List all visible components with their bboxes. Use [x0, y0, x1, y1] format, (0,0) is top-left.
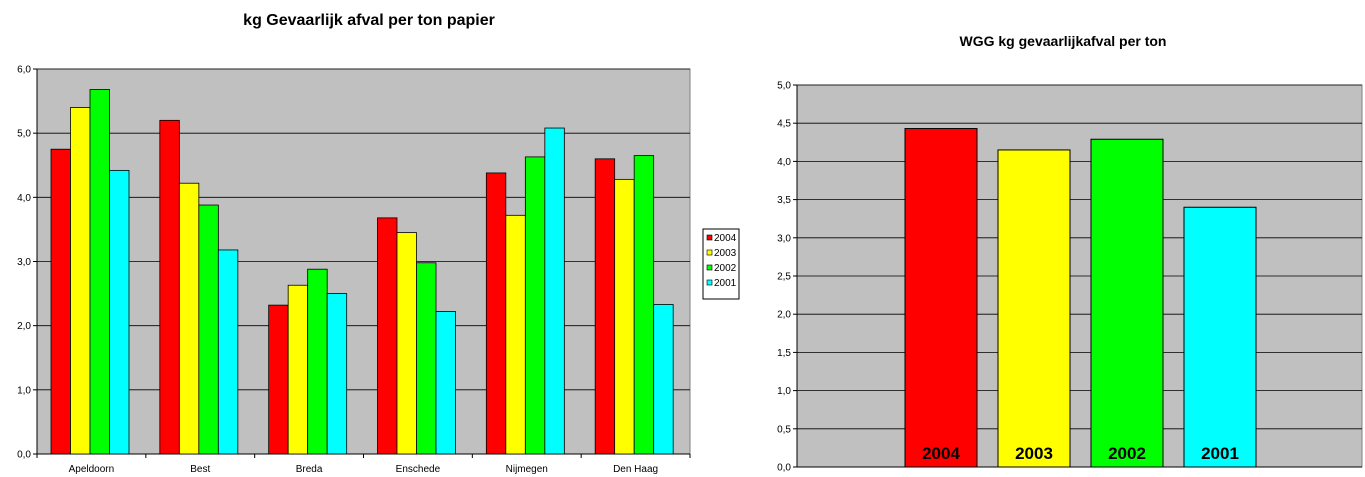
- bar: [217, 249, 239, 455]
- legend-label: 2003: [714, 248, 737, 259]
- legend-swatch: [706, 234, 713, 241]
- y-tick-label: 5,0: [17, 129, 31, 140]
- legend-swatch: [706, 264, 713, 271]
- legend-swatch: [706, 279, 713, 286]
- y-tick-label: 1,0: [17, 385, 31, 396]
- x-tick-label: Breda: [296, 464, 323, 475]
- bar: [396, 232, 417, 455]
- y-tick-label: 3,5: [777, 195, 791, 206]
- bar: [70, 107, 91, 455]
- chart-left: kg Gevaarlijk afval per ton papier 0,0 1,0…: [17, 12, 740, 475]
- bar: [614, 178, 635, 455]
- legend-swatch: [706, 249, 713, 256]
- y-tick-label: 1,5: [777, 348, 791, 359]
- y-tick-label: 0,0: [17, 450, 31, 461]
- bar: [287, 284, 309, 455]
- y-tick-label: 2,0: [17, 321, 31, 332]
- bar: [159, 119, 180, 455]
- x-tick-label: Den Haag: [613, 464, 658, 475]
- y-tick-label: 4,5: [777, 119, 791, 130]
- bar-label: 2001: [1201, 444, 1239, 463]
- y-tick-label: 1,0: [777, 386, 791, 397]
- y-tick-label: 6,0: [17, 65, 31, 76]
- x-tick-label: Enschede: [396, 464, 441, 475]
- chart-left-svg: kg Gevaarlijk afval per ton papier 0,0 1,0…: [17, 12, 740, 475]
- y-tick-label: 3,0: [777, 233, 791, 244]
- bar: [326, 293, 348, 455]
- bar: [653, 304, 674, 455]
- chart-right: WGG kg gevaarlijkafval per ton 0,0 0,5 1,0 1…: [760, 0, 1365, 477]
- y-tick-label: 3,0: [17, 257, 31, 268]
- y-tick-label: 4,0: [17, 193, 31, 204]
- bar: [416, 262, 437, 455]
- x-tick-label: Best: [190, 464, 210, 475]
- bar: [524, 156, 546, 455]
- bar: [1090, 138, 1164, 468]
- legend-label: 2004: [714, 233, 737, 244]
- chart-title: WGG kg gevaarlijkafval per ton: [960, 33, 1167, 49]
- bar: [178, 182, 200, 455]
- bar: [594, 158, 616, 455]
- y-tick-label: 0,0: [777, 463, 791, 474]
- y-tick-label: 4,0: [777, 157, 791, 168]
- bar-label: 2002: [1108, 444, 1146, 463]
- y-tick-label: 0,5: [777, 424, 791, 435]
- bar: [109, 169, 130, 455]
- y-tick-label: 5,0: [777, 81, 791, 92]
- chart-right-svg: WGG kg gevaarlijkafval per ton 0,0 0,5 1,0 1…: [777, 33, 1363, 474]
- bar: [377, 217, 398, 455]
- bar: [307, 268, 328, 455]
- bar: [1183, 206, 1257, 468]
- bar: [435, 311, 456, 455]
- bar: [198, 204, 219, 455]
- bar-label: 2004: [922, 444, 960, 463]
- x-tick-label: Apeldoorn: [69, 464, 115, 475]
- bar: [485, 172, 507, 455]
- bar: [633, 155, 655, 455]
- bar: [50, 148, 71, 455]
- bar-label: 2003: [1015, 444, 1053, 463]
- bar: [89, 89, 110, 455]
- y-tick-label: 2,5: [777, 272, 791, 283]
- legend-label: 2002: [714, 263, 737, 274]
- bar: [904, 128, 978, 468]
- chart-title: kg Gevaarlijk afval per ton papier: [243, 12, 495, 29]
- bar: [268, 304, 289, 455]
- legend: [702, 228, 740, 300]
- bar: [544, 127, 565, 455]
- legend-label: 2001: [714, 278, 737, 289]
- x-tick-label: Nijmegen: [506, 464, 548, 475]
- bar: [997, 149, 1071, 468]
- y-tick-label: 2,0: [777, 310, 791, 321]
- bar: [505, 214, 526, 455]
